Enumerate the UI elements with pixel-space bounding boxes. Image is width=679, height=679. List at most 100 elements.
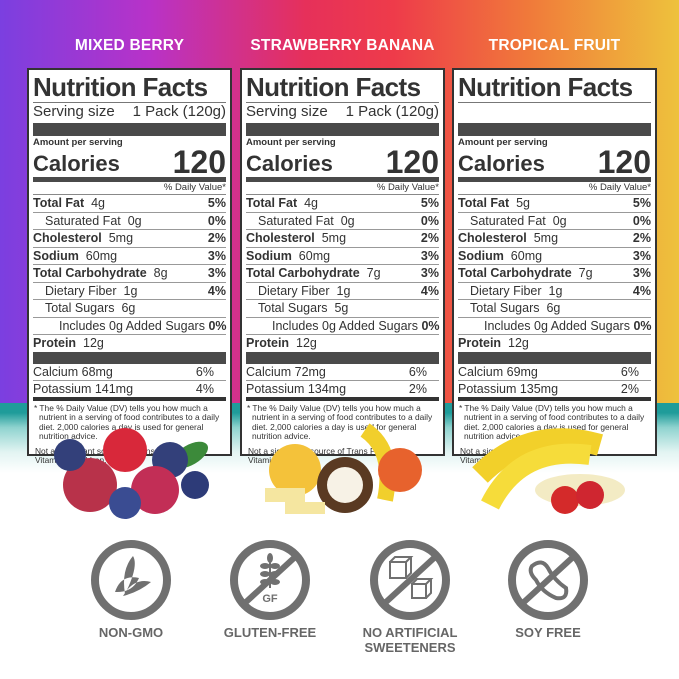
daily-value-header: % Daily Value* [246, 182, 439, 195]
gluten-free-badge: GF [230, 540, 310, 620]
nutrient-row: Total Fat 4g 5% [246, 195, 439, 213]
nutrient-row: Saturated Fat 0g 0% [33, 213, 226, 230]
amount-per-serving: Amount per serving [458, 137, 548, 148]
daily-value-header: % Daily Value* [458, 182, 651, 195]
badge-label: NON-GMO [98, 625, 164, 640]
nutrient-name: Total Sugars [258, 301, 328, 315]
nutrient-row: Sodium 60mg 3% [246, 248, 439, 265]
nutrient-amount: 12g [83, 336, 104, 350]
nutrient-row: Total Sugars 5g [246, 300, 439, 318]
nutrient-dv: 2% [632, 231, 651, 245]
nutrient-dv: 5% [632, 196, 651, 210]
serving-size-row: Serving size 1 Pack (120g) [33, 102, 226, 121]
footnote: * The % Daily Value (DV) tells you how m… [34, 402, 220, 441]
nutrient-name: Cholesterol [33, 231, 102, 245]
footnote: * The % Daily Value (DV) tells you how m… [459, 402, 645, 441]
flavor-title: TROPICAL FRUIT [488, 37, 621, 54]
calories-value: 120 [597, 144, 651, 180]
nutrient-name: Total Fat [458, 196, 510, 210]
nutrient-amount: 1g [336, 283, 351, 298]
nutrient-name: Total Carbohydrate [246, 266, 360, 280]
nutrient-dv: 0% [633, 318, 652, 333]
calories-row: Calories 120 [458, 144, 651, 180]
nutrient-row: Protein 12g [33, 335, 226, 352]
calories-label: Calories [246, 151, 333, 176]
nutrient-amount: 0g [552, 213, 567, 228]
mineral-dv: 2% [408, 381, 427, 396]
nutrient-dv: 2% [207, 231, 226, 245]
nutrient-row: Protein 12g [458, 335, 651, 352]
nutrient-dv: 0% [208, 318, 227, 333]
nutrient-amount: 0g [340, 213, 355, 228]
nutrient-name: Sodium [246, 248, 292, 263]
calories-row: Calories 120 [246, 144, 439, 180]
nutrient-row: Total Sugars 6g [33, 300, 226, 318]
divider [246, 351, 439, 364]
non-gmo-badge [91, 540, 171, 620]
mineral-name: Calcium 69mg [458, 364, 538, 379]
nutrient-amount: 5mg [108, 231, 134, 245]
nutrient-name: Dietary Fiber [45, 283, 117, 298]
calories-value: 120 [385, 144, 439, 180]
mineral-dv: 6% [195, 364, 214, 379]
nutrient-amount: 6g [546, 301, 561, 315]
nutrient-amount: 4g [304, 196, 319, 210]
nutrient-row: Sodium 60mg 3% [33, 248, 226, 265]
tropical-fruit-image [472, 428, 625, 514]
mineral-name: Calcium 68mg [33, 364, 113, 379]
nutrient-amount: 4g [91, 196, 106, 210]
nutrient-amount: 60mg [510, 248, 543, 263]
wheat-crossed-icon: GF [243, 553, 297, 605]
nutrient-amount: 60mg [85, 248, 118, 263]
nutrient-row: Cholesterol 5mg 2% [458, 230, 651, 248]
nutrient-name: Total Carbohydrate [458, 266, 572, 280]
nutrient-amount: 5mg [533, 231, 559, 245]
nutrient-name: Saturated Fat [45, 213, 121, 228]
nutrient-name: Total Carbohydrate [33, 266, 147, 280]
nutrient-row: Total Fat 5g 5% [458, 195, 651, 213]
mixed-berries-image [54, 428, 209, 519]
calories-row: Calories 120 [33, 146, 226, 178]
nutrient-name: Saturated Fat [470, 213, 546, 228]
nutrient-name: Includes 0g Added Sugars [59, 318, 205, 333]
nutrient-dv: 2% [420, 231, 439, 245]
flavor-title: STRAWBERRY BANANA [250, 37, 435, 54]
mineral-name: Calcium 72mg [246, 364, 326, 379]
nutrient-row: Cholesterol 5mg 2% [246, 230, 439, 248]
mineral-row: Potassium 135mg 2% [458, 381, 651, 401]
nutrient-dv: 0% [420, 213, 439, 228]
nutrient-name: Sodium [33, 248, 79, 263]
nutrient-row: Total Sugars 6g [458, 300, 651, 318]
serving-value: 1 Pack (120g) [132, 103, 226, 120]
divider [33, 123, 226, 136]
nutrient-name: Protein [33, 336, 77, 350]
mineral-row: Potassium 141mg 4% [33, 381, 226, 401]
nutrition-facts-panel: Nutrition Facts Amount per serving Calor… [452, 68, 657, 465]
serving-size-row [458, 102, 651, 121]
nutrient-amount: 7g [578, 266, 593, 280]
nutrient-amount: 7g [366, 266, 381, 280]
divider [458, 351, 651, 364]
nutrient-amount: 5g [516, 196, 531, 210]
nutrient-name: Sodium [458, 248, 504, 263]
nutrient-name: Dietary Fiber [258, 283, 330, 298]
mineral-dv: 2% [620, 381, 639, 396]
mineral-name: Potassium 135mg [458, 381, 559, 396]
daily-value-header: % Daily Value* [33, 182, 226, 195]
nutrient-name: Includes 0g Added Sugars [272, 318, 418, 333]
nutrient-row: Protein 12g [246, 335, 439, 352]
nutrient-dv: 4% [632, 283, 651, 298]
mineral-dv: 6% [620, 364, 639, 379]
nutrient-amount: 1g [548, 283, 563, 298]
divider [246, 177, 439, 182]
nutrient-dv: 3% [420, 248, 439, 263]
mineral-dv: 6% [408, 364, 427, 379]
nutrient-row: Dietary Fiber 1g 4% [33, 283, 226, 300]
nutrient-row: Dietary Fiber 1g 4% [246, 283, 439, 300]
amount-per-serving: Amount per serving [246, 137, 336, 148]
nutrient-dv: 3% [207, 266, 226, 280]
nutrient-dv: 0% [421, 318, 440, 333]
nutrient-row: Dietary Fiber 1g 4% [458, 283, 651, 300]
mineral-dv: 4% [195, 381, 214, 396]
nutrient-row: Cholesterol 5mg 2% [33, 230, 226, 248]
